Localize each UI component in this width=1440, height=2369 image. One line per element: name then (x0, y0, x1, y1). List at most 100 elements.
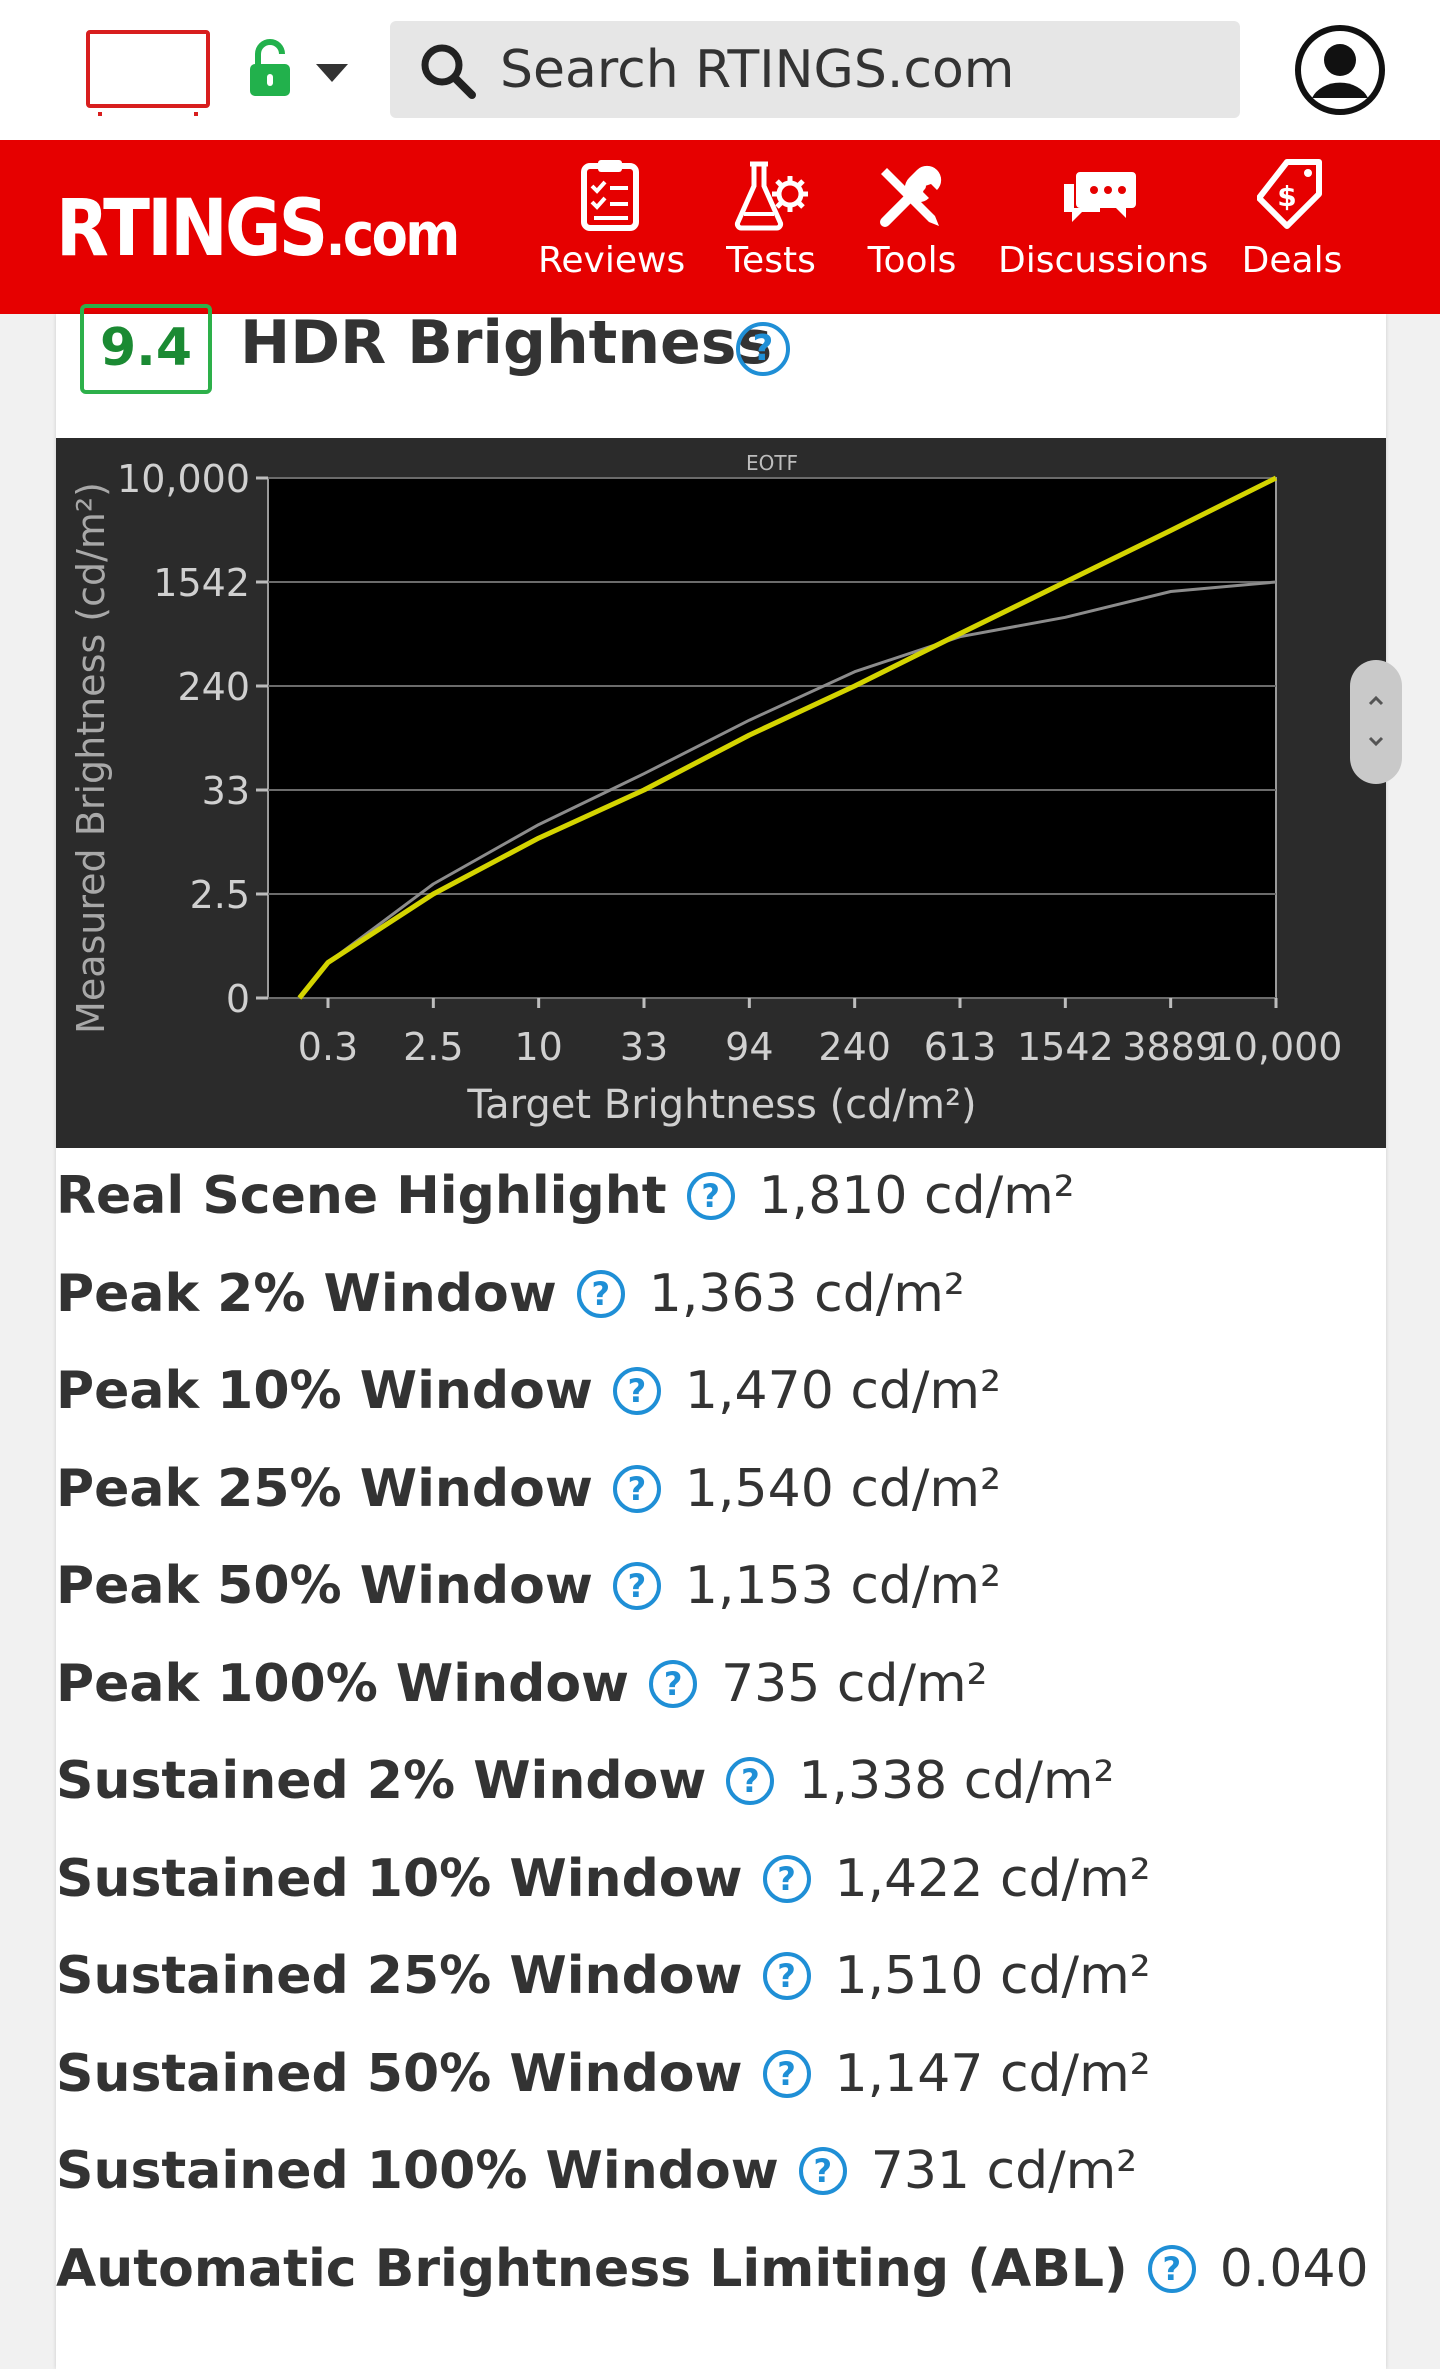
stat-row: Sustained 100% Window? 731 cd/m² (56, 2141, 1137, 2221)
nav-item-discussions[interactable]: Discussions (998, 158, 1209, 308)
stat-value: 735 cd/m² (721, 1653, 988, 1714)
stat-row: Sustained 10% Window? 1,422 cd/m² (56, 1849, 1151, 1929)
help-icon[interactable]: ? (762, 2049, 811, 2098)
help-icon[interactable]: ? (726, 1757, 775, 1805)
stat-label: Sustained 2% Window (56, 1751, 707, 1811)
main-nav: RTINGS.com Reviews Tests Tools (0, 140, 1440, 314)
chart-title: EOTF (746, 451, 798, 475)
stat-value: 1,338 cd/m² (798, 1751, 1115, 1811)
scroll-handle[interactable] (1350, 660, 1402, 784)
stat-row: Sustained 2% Window? 1,338 cd/m² (56, 1751, 1114, 1831)
security-menu-button[interactable] (246, 38, 356, 100)
stat-value: 1,540 cd/m² (684, 1458, 1001, 1519)
nav-item-tools[interactable]: Tools (854, 158, 970, 308)
stat-label: Peak 2% Window (56, 1263, 557, 1324)
help-icon[interactable]: ? (1147, 2244, 1196, 2293)
tv-icon[interactable] (86, 30, 210, 116)
stat-label: Peak 50% Window (56, 1556, 593, 1616)
x-tick-label: 33 (620, 1025, 668, 1069)
stat-label: Peak 100% Window (56, 1653, 630, 1714)
help-icon[interactable]: ? (686, 1172, 735, 1220)
nav-label-reviews: Reviews (538, 240, 686, 281)
stat-row: Peak 50% Window? 1,153 cd/m² (56, 1556, 1001, 1636)
help-icon[interactable]: ? (649, 1659, 698, 1708)
help-icon[interactable]: ? (576, 1269, 625, 1318)
stat-value: 1,810 cd/m² (758, 1166, 1075, 1226)
stat-row: Peak 2% Window? 1,363 cd/m² (56, 1264, 965, 1344)
help-icon[interactable]: ? (612, 1464, 661, 1513)
stat-label: Sustained 50% Window (56, 2043, 743, 2104)
stat-row: Automatic Brightness Limiting (ABL)? 0.04… (56, 2239, 1369, 2319)
search-bar[interactable] (390, 21, 1240, 118)
x-tick-label: 10,000 (1210, 1025, 1343, 1069)
content-card: 9.4 HDR Brightness ? 0 2.5 33 240 1542 10,000… (56, 304, 1386, 2369)
help-icon[interactable]: ? (762, 1854, 811, 1903)
stat-row: Sustained 25% Window? 1,510 cd/m² (56, 1946, 1151, 2026)
nav-item-reviews[interactable]: Reviews (538, 158, 686, 308)
y-axis-label: Measured Brightness (cd/m²) (69, 482, 113, 1034)
stat-row: Sustained 50% Window? 1,147 cd/m² (56, 2044, 1151, 2124)
score-badge: 9.4 (80, 304, 212, 394)
nav-label-deals: Deals (1241, 240, 1343, 281)
caret-down-icon (316, 64, 348, 82)
plot-area (267, 477, 1277, 999)
help-icon[interactable]: ? (762, 1952, 811, 2000)
y-tick-label: 2.5 (190, 873, 250, 917)
x-tick-label: 613 (924, 1025, 997, 1069)
stat-label: Sustained 10% Window (56, 1848, 743, 1909)
stat-label: Automatic Brightness Limiting (ABL) (56, 2238, 1128, 2299)
stat-label: Peak 25% Window (56, 1458, 593, 1519)
help-icon[interactable]: ? (612, 1562, 661, 1610)
y-tick-label: 0 (226, 977, 250, 1021)
site-logo[interactable]: RTINGS.com (56, 184, 461, 274)
account-icon[interactable] (1294, 24, 1386, 116)
search-icon[interactable] (418, 41, 478, 101)
x-tick-label: 10 (514, 1025, 562, 1069)
price-tag-icon: $ (1257, 159, 1322, 229)
y-tick-label: 240 (177, 665, 250, 709)
search-input[interactable] (500, 21, 1220, 118)
logo-suffix: .com (325, 200, 461, 270)
stat-value: 731 cd/m² (870, 2141, 1138, 2201)
nav-item-tests[interactable]: Tests (716, 158, 826, 308)
beaker-gear-icon (734, 161, 808, 231)
stat-value: 1,470 cd/m² (684, 1361, 1001, 1421)
x-axis-label: Target Brightness (cd/m²) (466, 1082, 976, 1128)
stat-value: 0.040 (1219, 2238, 1369, 2299)
stat-row: Peak 10% Window? 1,470 cd/m² (56, 1361, 1001, 1441)
x-tick-label: 0.3 (298, 1025, 358, 1069)
x-tick-label: 2.5 (403, 1025, 463, 1069)
stat-label: Peak 10% Window (56, 1361, 593, 1421)
y-tick-label: 1542 (153, 561, 250, 605)
logo-text: RTINGS (56, 184, 328, 274)
stat-value: 1,147 cd/m² (834, 2043, 1151, 2104)
y-tick-label: 10,000 (117, 457, 250, 501)
stat-label: Real Scene Highlight (56, 1166, 667, 1226)
nav-label-tests: Tests (726, 240, 816, 281)
eotf-chart-svg: 0 2.5 33 240 1542 10,000 0.3 2.5 10 33 94 240 613 154… (69, 451, 1343, 1128)
help-icon[interactable]: ? (612, 1367, 661, 1415)
stat-value: 1,510 cd/m² (834, 1946, 1151, 2006)
stat-value: 1,153 cd/m² (684, 1556, 1001, 1616)
help-icon[interactable]: ? (798, 2147, 847, 2195)
help-icon[interactable]: ? (736, 322, 790, 376)
measured-curve-line (298, 580, 1277, 999)
top-bar (0, 0, 1440, 140)
tools-icon (880, 165, 942, 227)
stat-label: Sustained 25% Window (56, 1946, 743, 2006)
target-curve-line (297, 475, 1278, 1000)
nav-label-discussions: Discussions (998, 240, 1209, 281)
clipboard-icon (581, 160, 639, 231)
stat-value: 1,422 cd/m² (834, 1848, 1151, 1909)
stat-row: Peak 25% Window? 1,540 cd/m² (56, 1459, 1001, 1539)
eotf-chart: 0 2.5 33 240 1542 10,000 0.3 2.5 10 33 94 240 613 154… (56, 438, 1386, 1148)
stat-row: Peak 100% Window? 735 cd/m² (56, 1654, 988, 1734)
stat-value: 1,363 cd/m² (648, 1263, 965, 1324)
svg-text:$: $ (1277, 180, 1296, 213)
nav-item-deals[interactable]: $ Deals (1236, 158, 1348, 308)
x-tick-label: 3889 (1122, 1025, 1219, 1069)
x-tick-label: 94 (725, 1025, 773, 1069)
x-tick-label: 240 (818, 1025, 891, 1069)
x-tick-label: 1542 (1017, 1025, 1114, 1069)
section-title: HDR Brightness (240, 308, 773, 378)
